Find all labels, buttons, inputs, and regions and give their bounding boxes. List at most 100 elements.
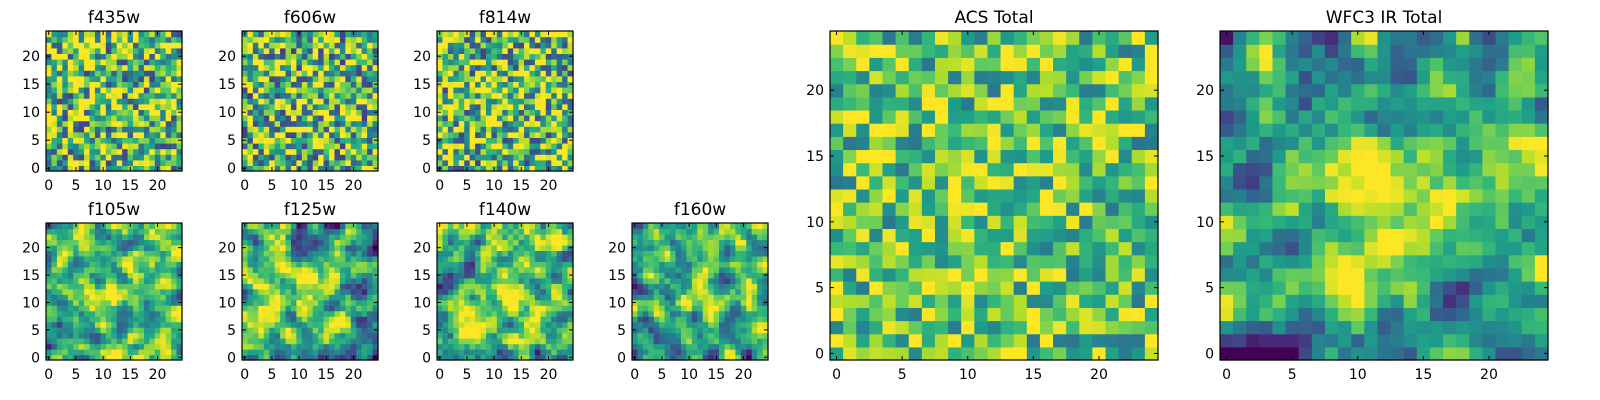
heatmap-cell bbox=[307, 148, 314, 155]
heatmap-cell bbox=[1144, 267, 1159, 282]
heatmap-cell bbox=[540, 81, 547, 88]
heatmap-cell bbox=[247, 305, 254, 312]
heatmap-cell bbox=[274, 255, 281, 262]
heatmap-cell bbox=[551, 98, 558, 105]
heatmap-cell bbox=[356, 143, 363, 150]
heatmap-cell bbox=[648, 343, 655, 350]
heatmap-cell bbox=[62, 299, 69, 306]
heatmap-cell bbox=[529, 131, 536, 138]
heatmap-cell bbox=[361, 103, 368, 110]
heatmap-cell bbox=[105, 165, 112, 172]
heatmap-cell bbox=[165, 332, 172, 339]
y-tick-label: 0 bbox=[617, 350, 626, 366]
heatmap-cell bbox=[1118, 281, 1133, 295]
heatmap-cell bbox=[513, 343, 520, 350]
heatmap-cell bbox=[372, 42, 379, 49]
heatmap-cell bbox=[1013, 307, 1028, 322]
heatmap-cell bbox=[453, 81, 460, 88]
heatmap-cell bbox=[1118, 333, 1133, 348]
heatmap-cell bbox=[1013, 346, 1028, 361]
heatmap-cell bbox=[762, 223, 769, 230]
heatmap-cell bbox=[149, 36, 156, 43]
heatmap-cell bbox=[127, 131, 134, 138]
heatmap-cell bbox=[258, 120, 265, 127]
heatmap-cell bbox=[367, 59, 374, 66]
heatmap-cell bbox=[637, 310, 644, 317]
heatmap-cell bbox=[974, 228, 989, 243]
heatmap-cell bbox=[111, 137, 118, 144]
heatmap-cell bbox=[464, 255, 471, 262]
heatmap-cell bbox=[1092, 320, 1107, 335]
heatmap-cell bbox=[453, 288, 460, 295]
heatmap-cell bbox=[247, 321, 254, 328]
heatmap-cell bbox=[502, 148, 509, 155]
heatmap-cell bbox=[56, 131, 63, 138]
heatmap-cell bbox=[507, 131, 514, 138]
heatmap-cell bbox=[367, 239, 374, 246]
heatmap-cell bbox=[301, 126, 308, 133]
heatmap-cell bbox=[280, 288, 287, 295]
heatmap-cell bbox=[339, 64, 346, 71]
heatmap-cell bbox=[127, 137, 134, 144]
y-tick-label: 20 bbox=[22, 49, 40, 65]
heatmap-cell bbox=[475, 53, 482, 60]
heatmap-cell bbox=[545, 244, 552, 251]
heatmap-cell bbox=[356, 321, 363, 328]
heatmap-cell bbox=[1013, 241, 1028, 256]
heatmap-cell bbox=[480, 310, 487, 317]
heatmap-cell bbox=[735, 316, 742, 323]
heatmap-cell bbox=[285, 228, 292, 235]
heatmap-cell bbox=[534, 261, 541, 268]
heatmap-cell bbox=[154, 305, 161, 312]
heatmap-cell bbox=[263, 349, 270, 356]
heatmap-cell bbox=[1144, 346, 1159, 361]
heatmap-cell bbox=[545, 349, 552, 356]
heatmap-cell bbox=[51, 332, 58, 339]
heatmap-cell bbox=[345, 137, 352, 144]
heatmap-cell bbox=[301, 266, 308, 273]
heatmap-cell bbox=[513, 120, 520, 127]
heatmap-cell bbox=[562, 239, 569, 246]
heatmap-cell bbox=[111, 154, 118, 161]
heatmap-cell bbox=[94, 305, 101, 312]
heatmap-cell bbox=[856, 307, 870, 322]
heatmap-cell bbox=[361, 64, 368, 71]
heatmap-cell bbox=[329, 305, 336, 312]
heatmap-cell bbox=[464, 92, 471, 99]
heatmap-cell bbox=[73, 64, 80, 71]
heatmap-cell bbox=[280, 103, 287, 110]
heatmap-cell bbox=[285, 250, 292, 257]
heatmap-cell bbox=[507, 115, 514, 122]
heatmap-cell bbox=[437, 277, 444, 284]
heatmap-cell bbox=[453, 239, 460, 246]
heatmap-cell bbox=[691, 343, 698, 350]
heatmap-cell bbox=[740, 272, 747, 279]
heatmap-cell bbox=[361, 316, 368, 323]
heatmap-cell bbox=[556, 36, 563, 43]
heatmap-cell bbox=[290, 131, 297, 138]
heatmap-cell bbox=[442, 266, 449, 273]
heatmap-cell bbox=[697, 316, 704, 323]
heatmap-cell bbox=[1026, 162, 1041, 177]
heatmap-cell bbox=[138, 148, 145, 155]
heatmap-cell bbox=[372, 343, 379, 350]
heatmap-cell bbox=[312, 244, 319, 251]
heatmap-cell bbox=[464, 103, 471, 110]
heatmap-cell bbox=[258, 283, 265, 290]
heatmap-cell bbox=[708, 321, 715, 328]
heatmap-cell bbox=[285, 154, 292, 161]
heatmap-cell bbox=[1053, 188, 1067, 203]
heatmap-cell bbox=[100, 53, 107, 60]
heatmap-cell bbox=[143, 143, 150, 150]
heatmap-cell bbox=[361, 299, 368, 306]
heatmap-cell bbox=[740, 288, 747, 295]
heatmap-cell bbox=[263, 228, 270, 235]
heatmap-cell bbox=[453, 332, 460, 339]
heatmap-cell bbox=[442, 338, 449, 345]
heatmap-cell bbox=[659, 255, 666, 262]
heatmap-cell bbox=[724, 332, 731, 339]
heatmap-cell bbox=[133, 36, 140, 43]
heatmap-cell bbox=[160, 31, 167, 38]
heatmap-cell bbox=[149, 343, 156, 350]
heatmap-cell bbox=[290, 148, 297, 155]
